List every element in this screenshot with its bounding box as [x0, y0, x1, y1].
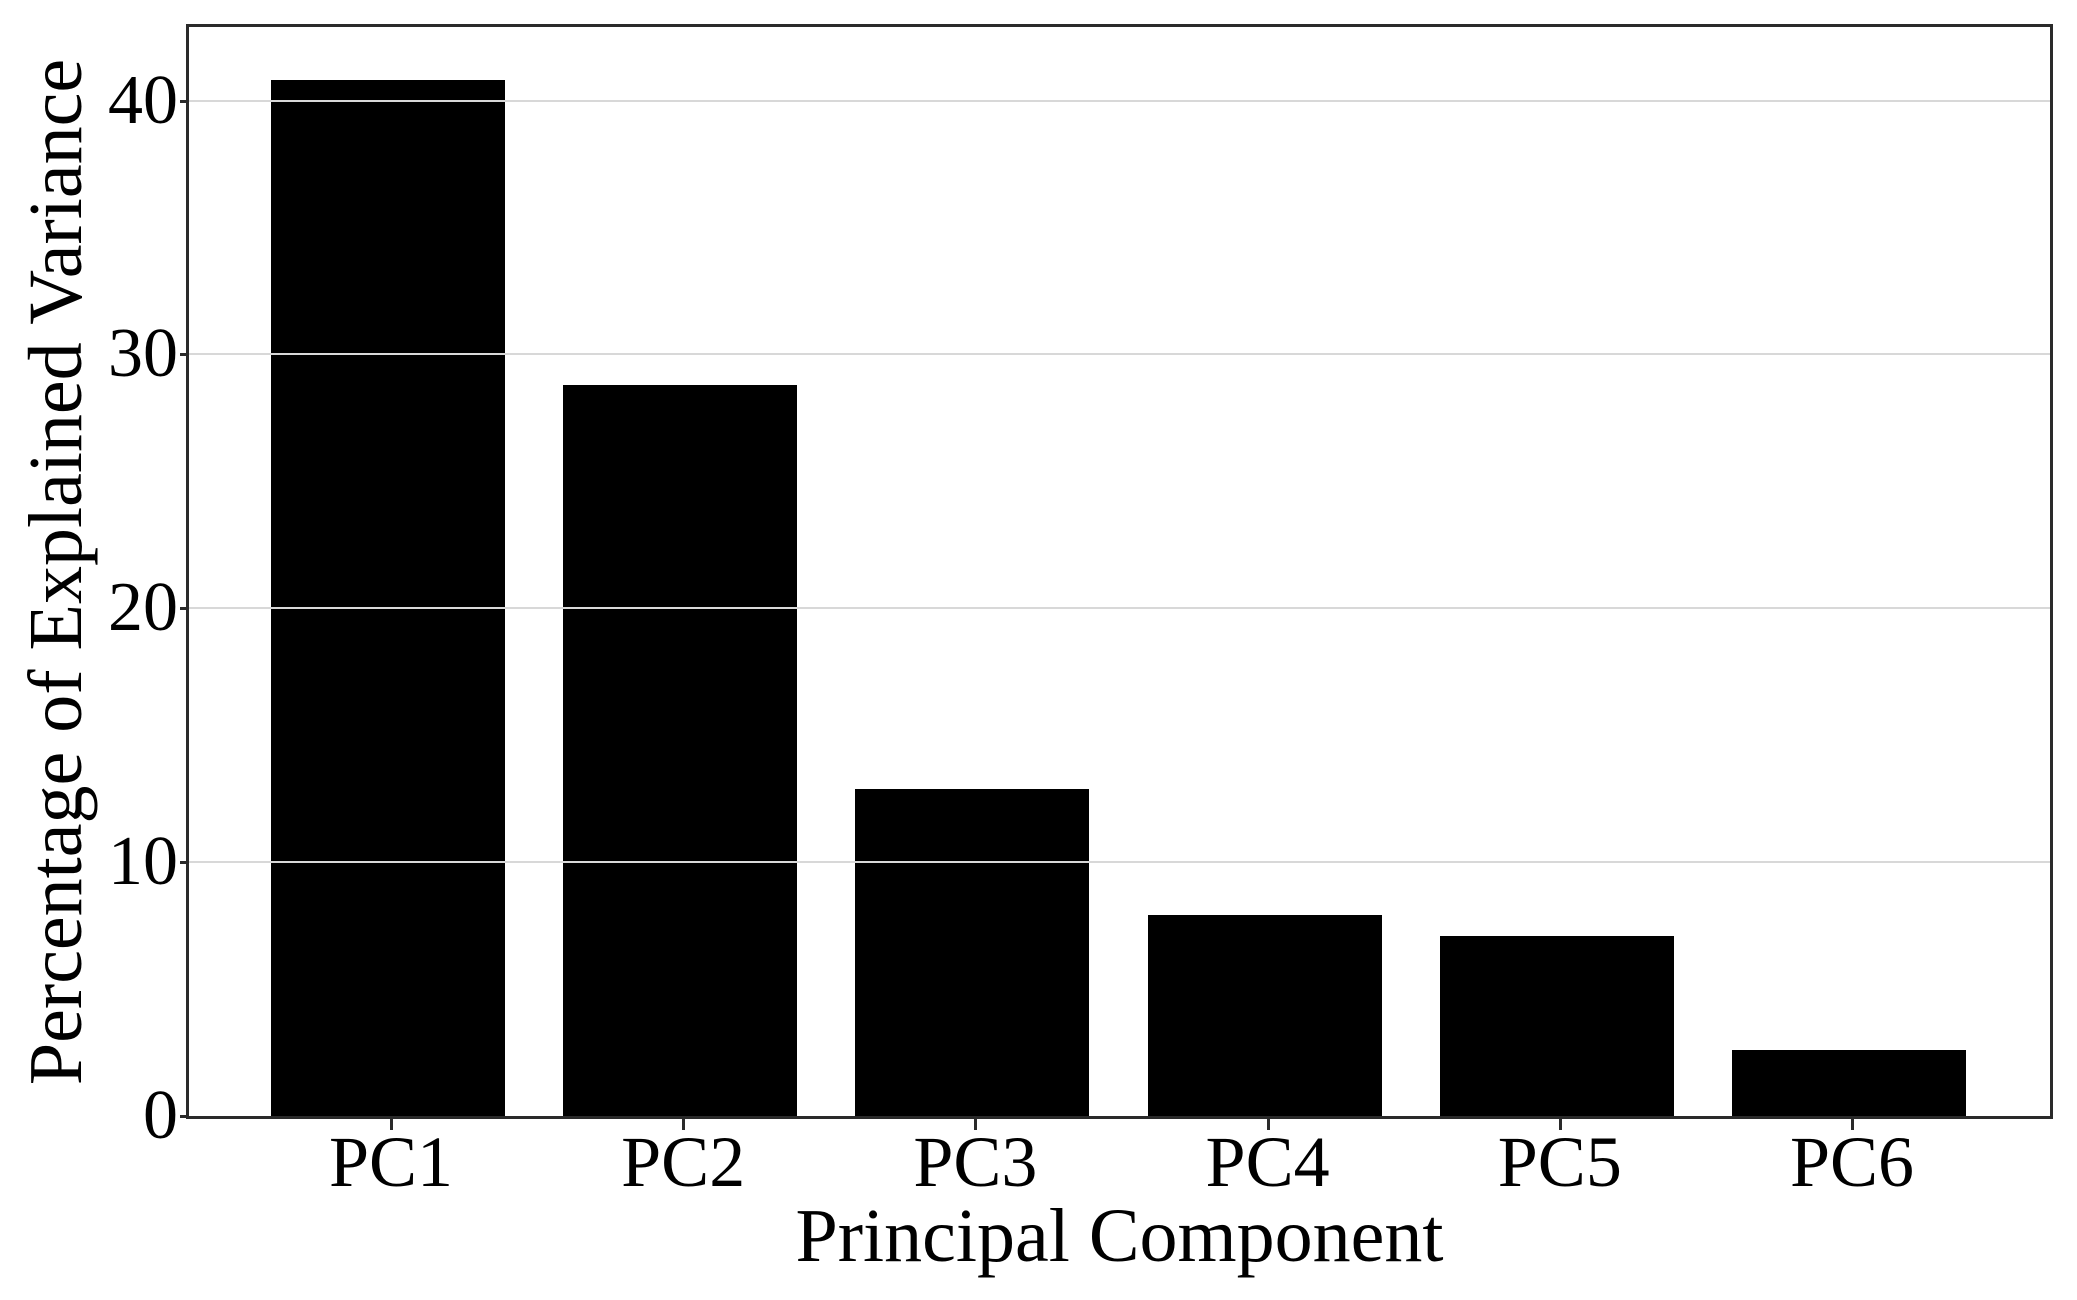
y-tick-label-20: 20 [108, 569, 178, 647]
gridline-40 [189, 99, 2050, 102]
bar-pc4 [1147, 915, 1382, 1116]
x-axis-title: Principal Component [795, 1194, 1444, 1278]
y-tick-label-10: 10 [108, 823, 178, 901]
y-tick-mark-20 [180, 607, 189, 611]
bar-pc3 [855, 788, 1090, 1116]
x-tick-label-pc6: PC6 [1789, 1122, 1915, 1202]
y-tick-label-30: 30 [108, 315, 178, 393]
x-tick-mark-pc1 [390, 1119, 393, 1130]
gridline-20 [189, 607, 2050, 610]
x-tick-mark-pc5 [1558, 1119, 1562, 1130]
x-tick-label-pc2: PC2 [621, 1122, 746, 1202]
x-tick-label-pc4: PC4 [1205, 1122, 1330, 1202]
x-tick-mark-pc3 [974, 1119, 978, 1130]
x-tick-label-pc3: PC3 [913, 1122, 1038, 1202]
y-tick-mark-10 [180, 861, 189, 865]
y-tick-mark-40 [180, 99, 189, 103]
gridline-30 [189, 353, 2050, 356]
y-tick-label-0: 0 [143, 1077, 178, 1154]
bar-pc5 [1439, 935, 1674, 1116]
x-tick-mark-pc6 [1851, 1119, 1854, 1130]
x-tick-mark-pc2 [682, 1119, 686, 1130]
gridline-10 [189, 861, 2050, 864]
y-tick-label-40: 40 [108, 61, 178, 139]
plot-area [186, 24, 2053, 1119]
bar-pc2 [563, 384, 798, 1116]
x-tick-label-pc5: PC5 [1497, 1122, 1622, 1202]
x-tick-label-pc1: PC1 [328, 1122, 454, 1202]
x-tick-mark-pc4 [1266, 1119, 1270, 1130]
bar-pc1 [271, 80, 505, 1116]
y-tick-mark-0 [180, 1115, 189, 1118]
y-tick-mark-30 [180, 353, 189, 357]
bar-pc6 [1732, 1050, 1966, 1116]
